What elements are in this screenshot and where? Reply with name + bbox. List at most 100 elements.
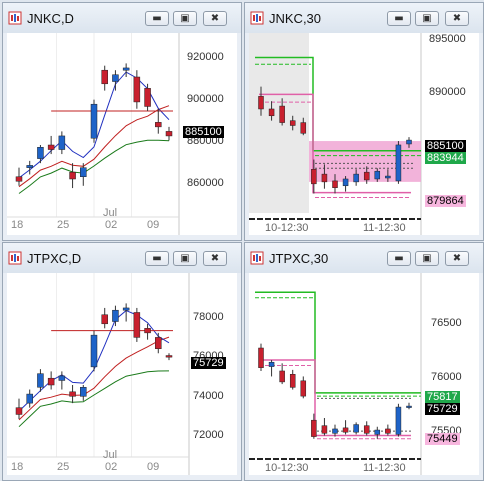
candle-down [15,407,23,415]
title-bar[interactable]: JTPXC,D ▬ ▣ ✖ [3,243,241,273]
y-axis-label: 78000 [193,311,224,323]
minimize-button[interactable]: ▬ [387,11,411,26]
candle-up [353,173,359,183]
ma-line-mid [18,105,170,188]
close-button[interactable]: ✖ [203,251,227,266]
window-title: JTPXC,D [27,251,82,266]
candle-up [395,406,402,435]
y-axis-label: 880000 [187,135,224,147]
candle-down [279,370,285,383]
candle-up [80,167,87,177]
candle-up [112,309,119,322]
restore-button[interactable]: ▣ [415,251,439,266]
y-axis-label: 890000 [429,86,466,98]
candle-down [101,314,108,325]
candle-up [374,429,381,435]
candle-down [258,96,264,110]
candle-down [342,427,349,433]
candle-down [69,171,76,180]
close-button[interactable]: ✖ [445,11,469,26]
x-axis-label: 25 [57,461,70,473]
candle-down [289,120,296,126]
restore-button[interactable]: ▣ [173,251,197,266]
candle-down [165,355,173,358]
candle-down [332,180,338,188]
title-bar[interactable]: JNKC,D ▬ ▣ ✖ [3,3,241,33]
candle-up [374,170,381,180]
candlestick-chart [7,33,180,235]
y-axis-label: 860000 [187,177,224,189]
candle-down [311,169,317,185]
close-button[interactable]: ✖ [203,11,227,26]
ma-line-long [18,370,170,428]
y-axis-label: 900000 [187,93,224,105]
price-tag: 75817 [425,391,460,403]
y-axis-label: 895000 [429,33,466,45]
shaded-region [249,33,309,213]
candle-down [47,144,55,150]
candle-up [122,67,130,71]
candle-down [165,131,173,137]
candle-down [363,425,370,434]
candle-down [15,176,23,182]
app-icon [8,11,22,25]
y-axis-label: 76500 [431,317,462,329]
candlestick-chart [7,273,190,475]
pink-band-dash [259,365,411,440]
chart-area[interactable]: 895000 890000 885100 883944 879864 10-12… [249,33,479,235]
candle-down [47,377,55,386]
x-axis-label: 09 [147,461,160,473]
restore-button[interactable]: ▣ [415,11,439,26]
x-axis-label: 10-12:30 [265,222,309,234]
title-bar[interactable]: JTPXC,30 ▬ ▣ ✖ [245,243,483,273]
candle-up [406,405,412,408]
candle-down [385,428,391,434]
ma-line-short [18,71,170,179]
window-title: JNKC,D [27,11,74,26]
restore-button[interactable]: ▣ [173,11,197,26]
candle-up [26,393,33,404]
y-axis-label: 74000 [193,390,224,402]
candle-down [155,337,162,349]
candle-down [321,425,328,434]
x-axis-label: 02 [105,219,118,231]
candle-down [279,105,285,123]
candle-down [268,108,275,117]
candle-down [363,171,370,181]
x-axis-label: 09 [147,219,160,231]
candle-up [58,375,66,381]
candle-down [321,173,328,183]
minimize-button[interactable]: ▬ [145,11,169,26]
pink-band-line [259,359,411,437]
chart-area[interactable]: 920000 900000 880000 860000 885100 18 25… [7,33,237,235]
chart-window-jnkc-30min[interactable]: JNKC,30 ▬ ▣ ✖ 895000 890000 885100 88394… [244,2,484,241]
green-band-dash [255,63,421,157]
chart-window-jtpxc-30min[interactable]: JTPXC,30 ▬ ▣ ✖ 76500 76000 75500 75817 7… [244,242,484,481]
x-axis-label: 18 [11,461,24,473]
price-tag: 75449 [425,433,460,445]
title-bar[interactable]: JNKC,30 ▬ ▣ ✖ [245,3,483,33]
minimize-button[interactable]: ▬ [387,251,411,266]
price-tag: 885100 [425,140,466,152]
app-icon [250,11,264,25]
minimize-button[interactable]: ▬ [145,251,169,266]
green-band-dash [255,297,421,397]
candle-down [144,328,151,334]
candle-up [90,103,98,139]
x-axis-label: Jul [103,207,118,219]
price-tag: 883944 [425,152,466,164]
last-price-tag: 75729 [191,357,226,369]
close-button[interactable]: ✖ [445,251,469,266]
candle-up [342,178,349,187]
candle-down [144,88,151,107]
candle-up [80,387,87,397]
app-icon [250,251,264,265]
chart-window-jnkc-daily[interactable]: JNKC,D ▬ ▣ ✖ 920000 900000 880000 860000… [2,2,242,241]
candle-down [300,122,307,134]
chart-area[interactable]: 78000 76000 74000 72000 75729 18 25 Jul … [7,273,237,475]
chart-area[interactable]: 76500 76000 75500 75817 75729 75449 10-1… [249,273,479,475]
chart-window-jtpxc-daily[interactable]: JTPXC,D ▬ ▣ ✖ 78000 76000 74000 72000 75… [2,242,242,481]
candle-down [69,391,76,397]
y-axis-label: 76000 [431,371,462,383]
candle-up [395,144,402,182]
